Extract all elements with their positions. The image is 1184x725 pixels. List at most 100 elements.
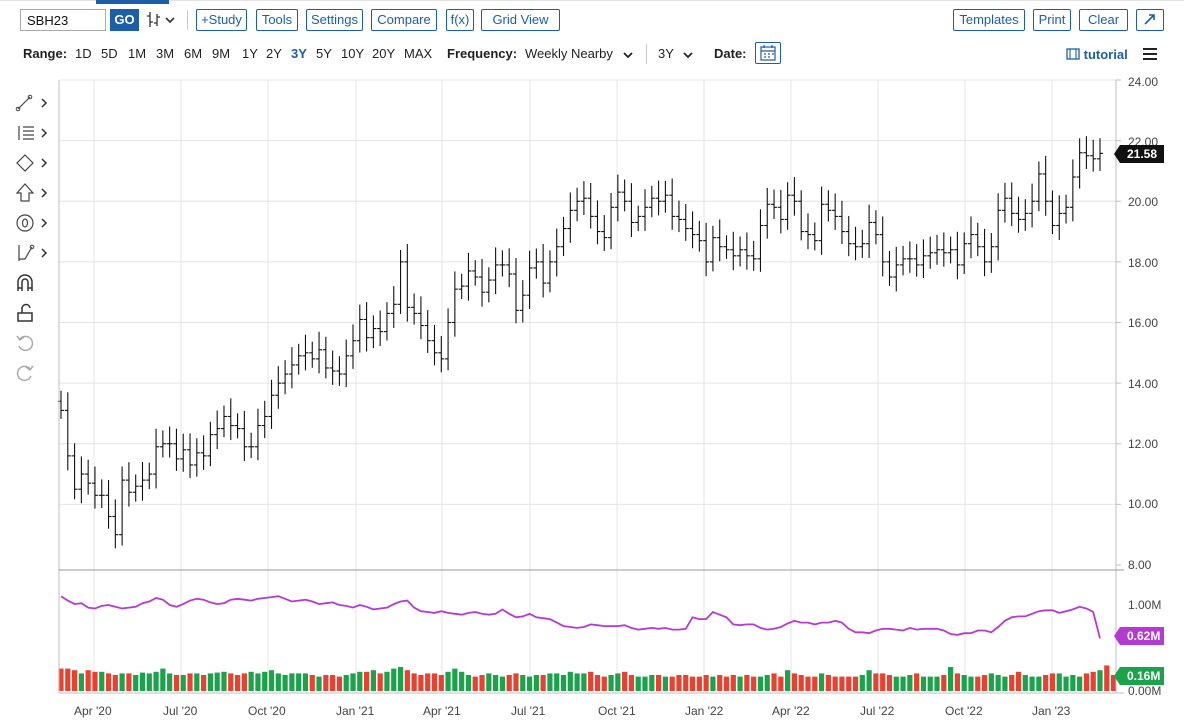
range-3y[interactable]: 3Y — [291, 46, 307, 61]
range-10y[interactable]: 10Y — [341, 46, 365, 61]
fibonacci-tool[interactable] — [14, 122, 54, 144]
clear-button[interactable]: Clear — [1079, 9, 1128, 31]
price-bar — [743, 232, 750, 270]
measure-tool[interactable] — [14, 242, 54, 264]
range-6m[interactable]: 6M — [184, 46, 203, 61]
compare-button[interactable]: Compare — [371, 9, 437, 31]
volume-bar — [228, 673, 234, 691]
rangebar-divider — [646, 44, 647, 64]
grid-view-button[interactable]: Grid View — [481, 9, 560, 31]
range-1d[interactable]: 1D — [75, 46, 92, 61]
price-bar — [825, 190, 832, 222]
range-5d[interactable]: 5D — [101, 46, 118, 61]
fibonacci-icon — [18, 126, 48, 140]
price-bar — [723, 235, 730, 259]
volume-bar — [105, 673, 112, 691]
range-5y[interactable]: 5Y — [316, 46, 332, 61]
volume-bar — [615, 673, 621, 691]
price-bar — [485, 267, 492, 303]
volume-bar — [241, 673, 247, 691]
volume-bar — [78, 673, 84, 691]
volume-bar — [642, 676, 648, 691]
price-bar — [804, 213, 811, 250]
chevron-down-icon[interactable] — [682, 50, 694, 60]
volume-bar — [404, 670, 410, 691]
price-bar — [567, 192, 574, 243]
volume-bar — [954, 673, 960, 691]
price-tick-label: 20.00 — [1128, 195, 1158, 209]
lock-tool[interactable] — [14, 302, 54, 324]
frequency-select[interactable]: Weekly Nearby — [525, 46, 613, 61]
range-2y[interactable]: 2Y — [266, 46, 282, 61]
period-select[interactable]: 3Y — [658, 46, 674, 61]
templates-button[interactable]: Templates — [953, 9, 1025, 31]
volume-bar — [248, 671, 254, 691]
volume-bar — [948, 667, 954, 691]
annotation-tool[interactable] — [14, 212, 54, 234]
price-bar — [78, 456, 85, 504]
price-bar — [363, 302, 370, 352]
chart-toolbar: GO +Study Tools Settings Compare f(x) Gr… — [0, 8, 1184, 36]
volume-bar — [907, 675, 913, 691]
volume-bar — [751, 676, 757, 691]
price-bar — [601, 214, 608, 251]
tools-button[interactable]: Tools — [256, 9, 298, 31]
date-picker-button[interactable] — [755, 42, 781, 64]
chart-type-selector[interactable] — [145, 10, 179, 30]
price-bar — [689, 211, 696, 249]
volume-bar — [981, 675, 988, 691]
price-bar — [261, 400, 268, 439]
price-bar — [1076, 138, 1083, 189]
price-bar — [329, 350, 336, 385]
volume-bar — [1083, 673, 1090, 691]
range-9m[interactable]: 9M — [212, 46, 231, 61]
range-max[interactable]: MAX — [404, 46, 433, 61]
price-bar — [784, 182, 791, 230]
volume-bar — [554, 673, 560, 691]
tutorial-link[interactable]: tutorial — [1066, 47, 1128, 62]
symbol-input[interactable] — [20, 9, 106, 31]
volume-bar — [221, 671, 227, 691]
volume-bar — [452, 668, 458, 691]
arrow-tool[interactable] — [14, 182, 54, 204]
price-bar — [608, 192, 615, 250]
volume-bar — [391, 668, 397, 691]
volume-bar — [1063, 676, 1069, 691]
volume-bar — [846, 676, 852, 691]
date-axis-label: Apr '20 — [74, 704, 112, 718]
trendline-tool[interactable] — [14, 92, 54, 114]
shapes-tool[interactable] — [14, 152, 54, 174]
function-button[interactable]: f(x) — [446, 9, 474, 31]
range-1m[interactable]: 1M — [128, 46, 147, 61]
chevron-down-icon[interactable] — [622, 50, 634, 60]
settings-button[interactable]: Settings — [306, 9, 363, 31]
volume-bar — [146, 673, 152, 691]
price-bar — [458, 273, 465, 300]
range-20y[interactable]: 20Y — [372, 46, 396, 61]
range-1y[interactable]: 1Y — [242, 46, 258, 61]
redo-tool[interactable] — [14, 362, 54, 384]
volume-bar — [1022, 675, 1028, 691]
undo-tool[interactable] — [14, 332, 54, 354]
price-bar — [594, 200, 601, 245]
volume-bar — [798, 675, 804, 691]
add-study-button[interactable]: +Study — [196, 9, 247, 31]
price-tick-label: 12.00 — [1128, 437, 1158, 451]
price-bar — [730, 231, 737, 271]
volume-bar — [873, 673, 879, 691]
volume-bar — [975, 676, 981, 691]
volume-value-badge: 0.16M — [1114, 667, 1164, 685]
price-bar — [791, 177, 798, 216]
price-bar — [316, 331, 323, 374]
hamburger-menu-icon[interactable] — [1142, 47, 1158, 61]
go-button[interactable]: GO — [110, 9, 139, 31]
print-button[interactable]: Print — [1033, 9, 1071, 31]
redo-icon — [16, 365, 34, 382]
volume-bar — [309, 675, 315, 691]
price-bar — [913, 244, 920, 277]
price-bar — [934, 234, 941, 265]
magnet-tool[interactable] — [14, 272, 54, 294]
expand-button[interactable] — [1136, 9, 1164, 31]
range-3m[interactable]: 3M — [156, 46, 175, 61]
